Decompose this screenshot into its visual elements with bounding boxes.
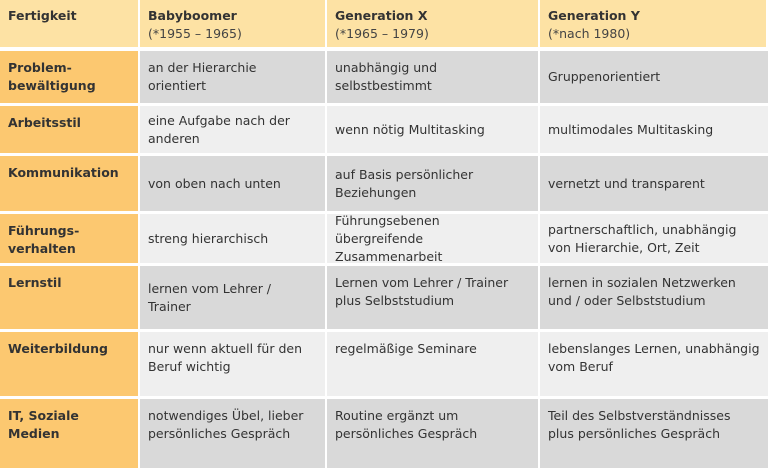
cell-text: streng hierarchisch bbox=[148, 230, 269, 246]
cell-text: Routine ergänzt um persönliches Gespräch bbox=[335, 408, 478, 441]
cell-text: regelmäßige Seminare bbox=[335, 341, 477, 356]
row-label-text: IT, Soziale Medien bbox=[8, 408, 79, 441]
cell-text: multimodales Multitasking bbox=[548, 121, 714, 137]
row-label-text: Führungs- verhalten bbox=[8, 223, 80, 256]
row-label: Führungs- verhalten bbox=[0, 214, 140, 266]
row-label: Weiterbildung bbox=[0, 332, 140, 399]
cell-text: Gruppenorientiert bbox=[548, 69, 661, 84]
cell-text: lernen vom Lehrer / Trainer bbox=[148, 280, 272, 314]
header-generation-x: Generation X (*1965 – 1979) bbox=[327, 0, 540, 51]
table-cell: notwendiges Übel, lieber persönliches Ge… bbox=[140, 399, 327, 471]
table-cell: Führungsebenen übergreifende Zusammenarb… bbox=[327, 212, 540, 266]
cell-text: auf Basis persönlicher Beziehungen bbox=[335, 166, 474, 200]
table-cell: lebenslanges Lernen, unabhängig vom Beru… bbox=[540, 332, 768, 399]
cell-text: unabhängig und selbstbestimmt bbox=[335, 60, 438, 93]
header-subtitle: (*1955 – 1965) bbox=[148, 26, 242, 41]
table-cell: unabhängig und selbstbestimmt bbox=[327, 51, 540, 106]
cell-text: von oben nach unten bbox=[148, 175, 281, 191]
table-cell: nur wenn aktuell für den Beruf wichtig bbox=[140, 332, 327, 399]
table-cell: wenn nötig Multitasking bbox=[327, 106, 540, 156]
table-cell: Teil des Selbstverständnisses plus persö… bbox=[540, 399, 768, 471]
table-cell: Lernen vom Lehrer / Trainer plus Selbsts… bbox=[327, 266, 540, 332]
header-fertigkeit-label: Fertigkeit bbox=[8, 8, 77, 23]
cell-text: nur wenn aktuell für den Beruf wichtig bbox=[148, 341, 303, 374]
header-title: Generation Y bbox=[548, 8, 640, 23]
cell-text: wenn nötig Multitasking bbox=[335, 121, 485, 137]
row-label-text: Weiterbildung bbox=[8, 341, 108, 356]
row-label-text: Kommunikation bbox=[8, 165, 119, 180]
cell-text: an der Hierarchie orientiert bbox=[148, 60, 257, 93]
table-cell: lernen vom Lehrer / Trainer bbox=[140, 266, 327, 332]
header-fertigkeit: Fertigkeit bbox=[0, 0, 140, 51]
table-cell: von oben nach unten bbox=[140, 156, 327, 214]
cell-text: notwendiges Übel, lieber persönliches Ge… bbox=[148, 408, 304, 441]
row-label-text: Lernstil bbox=[8, 275, 62, 290]
cell-text: eine Aufgabe nach der anderen bbox=[148, 112, 290, 146]
header-title: Babyboomer bbox=[148, 8, 237, 23]
row-label: IT, Soziale Medien bbox=[0, 399, 140, 471]
cell-text: vernetzt und transparent bbox=[548, 175, 705, 191]
header-title: Generation X bbox=[335, 8, 428, 23]
cell-text: lernen in sozialen Netzwerken und / oder… bbox=[548, 275, 736, 308]
table-cell: partnerschaftlich, unabhängig von Hierar… bbox=[540, 214, 768, 266]
cell-text: partnerschaftlich, unabhängig von Hierar… bbox=[548, 221, 737, 255]
table-cell: streng hierarchisch bbox=[140, 214, 327, 266]
header-subtitle: (*nach 1980) bbox=[548, 26, 631, 41]
table-cell: eine Aufgabe nach der anderen bbox=[140, 106, 327, 156]
row-label-text: Problem- bewältigung bbox=[8, 60, 96, 93]
header-subtitle: (*1965 – 1979) bbox=[335, 26, 429, 41]
cell-text: lebenslanges Lernen, unabhängig vom Beru… bbox=[548, 341, 760, 374]
cell-text: Teil des Selbstverständnisses plus persö… bbox=[548, 408, 731, 441]
cell-text: Lernen vom Lehrer / Trainer plus Selbsts… bbox=[335, 275, 509, 308]
row-label: Problem- bewältigung bbox=[0, 51, 140, 106]
row-label-text: Arbeitsstil bbox=[8, 115, 81, 130]
header-generation-y: Generation Y (*nach 1980) bbox=[540, 0, 768, 51]
table-cell: Gruppenorientiert bbox=[540, 51, 768, 106]
row-label: Kommunikation bbox=[0, 156, 140, 214]
table-cell: auf Basis persönlicher Beziehungen bbox=[327, 156, 540, 214]
table-cell: regelmäßige Seminare bbox=[327, 332, 540, 399]
cell-text: Führungsebenen übergreifende Zusammenarb… bbox=[335, 212, 443, 264]
table-cell: vernetzt und transparent bbox=[540, 156, 768, 214]
row-label: Lernstil bbox=[0, 266, 140, 332]
header-babyboomer: Babyboomer (*1955 – 1965) bbox=[140, 0, 327, 51]
row-label: Arbeitsstil bbox=[0, 106, 140, 156]
table-cell: Routine ergänzt um persönliches Gespräch bbox=[327, 399, 540, 471]
table-cell: multimodales Multitasking bbox=[540, 106, 768, 156]
table-cell: an der Hierarchie orientiert bbox=[140, 51, 327, 106]
table-cell: lernen in sozialen Netzwerken und / oder… bbox=[540, 266, 768, 332]
